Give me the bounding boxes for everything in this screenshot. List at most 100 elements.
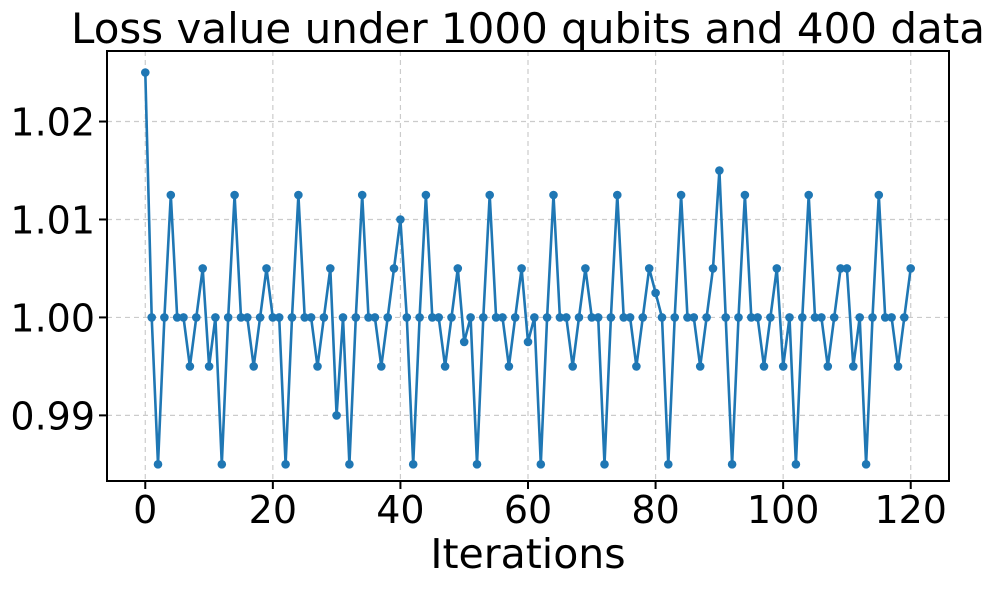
data-point [160,313,169,322]
data-point [447,313,456,322]
data-point [625,313,635,322]
data-point [466,313,475,322]
data-point [823,362,833,371]
data-point [880,313,890,322]
data-point [721,313,730,322]
y-tick-label: 1.02 [10,101,95,145]
data-point [402,313,412,322]
data-point [377,362,386,371]
data-point [804,190,813,200]
data-point [517,264,526,273]
data-point [243,313,252,322]
data-point [657,313,667,322]
data-point [332,411,341,420]
x-tick-label: 120 [874,488,947,532]
data-point [536,460,546,469]
data-point [600,460,609,469]
data-point [861,460,871,469]
data-point [683,313,692,322]
data-point [306,313,316,322]
data-point [434,313,444,322]
plot-area: 0 20 40 60 80 100 120 0.99 1.00 1.01 1.02 [10,50,950,532]
data-point [568,362,577,371]
data-point [523,337,533,347]
data-point [676,190,686,200]
data-point [702,313,711,322]
data-point [727,460,737,469]
data-point [345,460,354,469]
data-point [326,264,335,273]
data-point [408,460,418,469]
data-point [415,313,424,322]
data-point [849,362,858,371]
data-point [153,460,163,469]
data-point [810,313,820,322]
x-tick-label: 100 [747,488,820,532]
data-point [829,313,839,322]
data-point [211,313,220,322]
data-point [338,313,348,322]
data-point [555,313,565,322]
data-point [396,215,405,224]
data-point [695,362,705,371]
data-point [842,264,852,273]
data-point [351,313,361,322]
data-point [581,264,590,273]
data-point [868,313,877,322]
data-point [510,313,520,322]
data-point [230,190,239,200]
data-point [287,313,297,322]
data-point [542,313,552,322]
data-point [370,313,380,322]
y-tick-label: 1.01 [10,198,95,242]
data-point [274,313,284,322]
data-point [644,264,654,273]
data-point [459,337,469,347]
data-point [900,313,909,322]
data-point [874,190,884,200]
data-point [383,313,393,322]
data-point [664,460,673,469]
data-point [766,313,775,322]
x-axis-label: Iterations [430,530,625,578]
data-point [785,313,794,322]
data-point [479,313,488,322]
data-point [236,313,246,322]
data-point [747,313,756,322]
x-tick-label: 80 [631,488,679,532]
x-tick-label: 60 [504,488,552,532]
data-point [791,460,801,469]
data-point [472,460,482,469]
data-point [689,313,699,322]
data-point [485,190,495,200]
y-tick-label: 0.99 [10,394,95,438]
data-point [836,264,845,273]
data-point [262,264,271,273]
data-point [817,313,826,322]
data-point [906,264,915,273]
y-tick-label: 1.00 [10,296,95,340]
data-point [708,264,718,273]
x-tick-label: 40 [376,488,424,532]
data-point [364,313,373,322]
data-point [421,190,431,200]
data-point [753,313,762,322]
data-point [562,313,571,322]
data-point [778,362,788,371]
data-point [217,460,227,469]
data-point [759,362,769,371]
data-point [632,362,641,371]
data-point [855,313,864,322]
data-point [281,460,290,469]
data-point [619,313,628,322]
data-point [147,313,156,322]
data-point [185,362,195,371]
chart-title: Loss value under 1000 qubits and 400 dat… [71,4,985,53]
data-point [549,190,558,200]
data-point [198,264,207,273]
data-point [734,313,743,322]
data-point [204,362,214,371]
data-point [574,313,584,322]
